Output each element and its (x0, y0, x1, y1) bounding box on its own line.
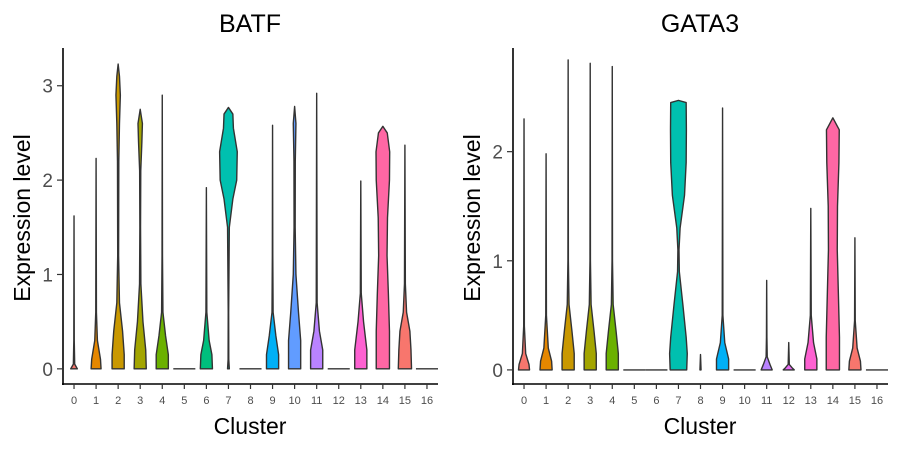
x-tick-label: 15 (849, 395, 861, 407)
violin-15 (848, 237, 862, 371)
violin-7 (218, 106, 238, 370)
x-tick-label: 5 (631, 395, 637, 407)
x-tick-label: 4 (159, 395, 165, 407)
x-axis-title: Cluster (214, 413, 287, 439)
violin-1 (539, 153, 553, 371)
x-tick-label: 4 (609, 395, 615, 407)
x-tick-label: 3 (137, 395, 143, 407)
x-tick-label: 13 (805, 395, 817, 407)
y-tick-label: 1 (492, 252, 503, 273)
x-tick-label: 10 (288, 395, 300, 407)
y-axis-title: Expression level (459, 134, 485, 301)
x-tick-label: 8 (247, 395, 253, 407)
violin-9 (265, 124, 280, 370)
chart-title: BATF (219, 10, 281, 38)
x-tick-label: 7 (675, 395, 681, 407)
x-axis-title: Cluster (664, 413, 737, 439)
violin-0 (517, 118, 531, 371)
y-tick-label: 2 (42, 171, 53, 192)
x-tick-label: 1 (93, 395, 99, 407)
x-tick-label: 16 (421, 395, 433, 407)
x-tick-label: 2 (115, 395, 121, 407)
violin-11 (760, 279, 773, 371)
violin-1 (90, 157, 102, 370)
violin-4 (605, 65, 620, 371)
violin-3 (133, 108, 147, 370)
x-tick-label: 3 (587, 395, 593, 407)
violin-2 (561, 59, 575, 371)
y-axis-title: Expression level (9, 134, 35, 301)
x-tick-label: 10 (738, 395, 750, 407)
x-tick-label: 2 (565, 395, 571, 407)
x-tick-label: 9 (269, 395, 275, 407)
violin-8 (699, 353, 702, 371)
x-tick-label: 14 (377, 395, 389, 407)
violin-11 (309, 92, 324, 370)
violin-14 (375, 125, 391, 370)
x-tick-label: 16 (871, 395, 883, 407)
violin-marks (517, 59, 888, 371)
y-tick-label: 0 (42, 360, 53, 381)
violin-13 (354, 180, 368, 370)
y-tick-label: 3 (42, 77, 53, 98)
violin-9 (715, 107, 730, 371)
x-tick-label: 11 (761, 395, 772, 407)
x-tick-label: 7 (225, 395, 231, 407)
chart-title: GATA3 (661, 10, 739, 38)
violin-6 (199, 186, 214, 370)
x-tick-label: 9 (719, 395, 725, 407)
x-tick-label: 0 (71, 395, 77, 407)
violin-marks (70, 63, 438, 370)
x-tick-label: 0 (521, 395, 527, 407)
violin-0 (70, 215, 79, 370)
x-tick-label: 15 (399, 395, 411, 407)
x-tick-label: 13 (355, 395, 367, 407)
x-tick-label: 6 (203, 395, 209, 407)
x-tick-label: 5 (181, 395, 187, 407)
violin-13 (804, 207, 818, 371)
violin-4 (155, 94, 170, 370)
x-tick-label: 11 (311, 395, 322, 407)
y-tick-label: 0 (492, 361, 503, 382)
x-tick-label: 8 (697, 395, 703, 407)
violin-14 (825, 117, 841, 371)
violin-12 (782, 341, 795, 371)
x-tick-label: 6 (653, 395, 659, 407)
violin-3 (583, 62, 597, 371)
x-tick-label: 12 (783, 395, 795, 407)
violin-10 (287, 105, 302, 370)
x-tick-label: 14 (827, 395, 839, 407)
y-tick-label: 1 (42, 265, 53, 286)
violin-15 (397, 144, 413, 370)
y-tick-label: 2 (492, 143, 503, 164)
violin-2 (111, 63, 125, 370)
violin-7 (668, 99, 688, 371)
x-tick-label: 1 (543, 395, 549, 407)
x-tick-label: 12 (333, 395, 345, 407)
